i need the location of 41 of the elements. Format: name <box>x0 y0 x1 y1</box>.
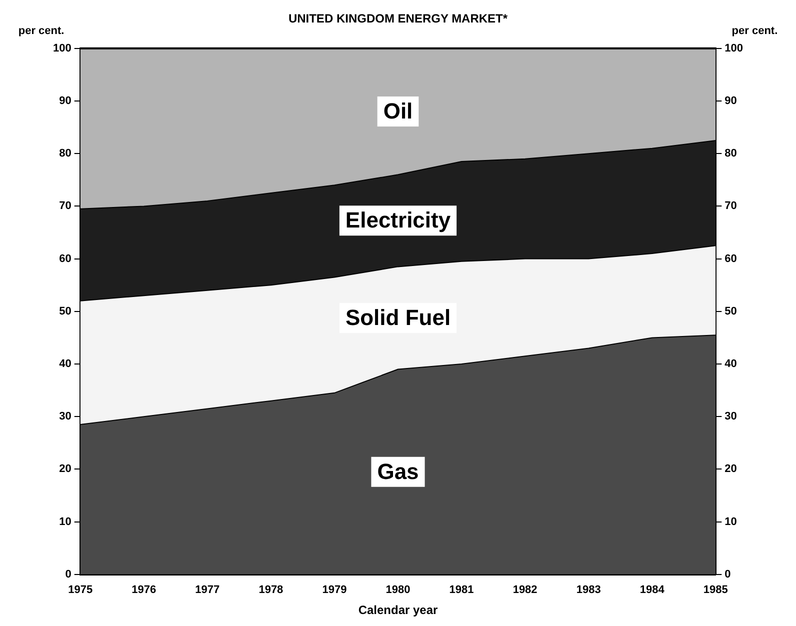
series-label: Solid Fuel <box>345 305 451 330</box>
x-tick-label: 1978 <box>258 584 284 596</box>
y2-tick-label: 10 <box>724 516 737 528</box>
y2-tick-label: 50 <box>724 305 737 318</box>
y2-tick-label: 0 <box>724 568 731 580</box>
y-tick-label: 40 <box>59 358 72 370</box>
chart-title: UNITED KINGDOM ENERGY MARKET* <box>288 12 508 26</box>
x-tick-label: 1977 <box>195 584 220 596</box>
y2-tick-label: 70 <box>724 200 737 212</box>
y2-tick-label: 90 <box>724 95 737 108</box>
x-tick-label: 1985 <box>703 584 728 596</box>
y-tick-label: 70 <box>59 200 72 212</box>
x-tick-label: 1975 <box>68 584 93 596</box>
y-tick-label: 100 <box>52 42 72 54</box>
y-tick-label: 0 <box>65 568 72 580</box>
y-tick-label: 10 <box>59 516 72 528</box>
x-axis-title: Calendar year <box>358 603 438 618</box>
y2-tick-label: 80 <box>724 148 737 160</box>
y-tick-label: 30 <box>59 410 72 423</box>
x-tick-label: 1979 <box>322 584 347 596</box>
y2-tick-label: 30 <box>724 410 737 423</box>
series-label: Electricity <box>345 208 452 233</box>
x-tick-label: 1983 <box>576 584 601 596</box>
x-tick-label: 1982 <box>512 584 538 596</box>
y-tick-label: 90 <box>59 95 72 108</box>
series-label: Oil <box>383 98 413 124</box>
y2-tick-label: 40 <box>724 358 737 370</box>
y-tick-label: 50 <box>59 305 72 318</box>
x-tick-label: 1984 <box>640 584 666 596</box>
x-tick-label: 1980 <box>386 584 410 596</box>
y-tick-label: 80 <box>59 148 72 160</box>
y2-tick-label: 100 <box>724 42 744 54</box>
x-tick-label: 1976 <box>132 584 156 596</box>
x-tick-label: 1981 <box>449 584 474 596</box>
series-label: Gas <box>377 458 419 484</box>
y-tick-label: 60 <box>59 252 72 265</box>
y-tick-label: 20 <box>59 463 72 476</box>
y2-tick-label: 20 <box>724 463 737 476</box>
y-axis-title: per cent. <box>18 24 64 37</box>
y2-axis-title: per cent. <box>732 24 778 37</box>
y2-tick-label: 60 <box>724 252 737 265</box>
